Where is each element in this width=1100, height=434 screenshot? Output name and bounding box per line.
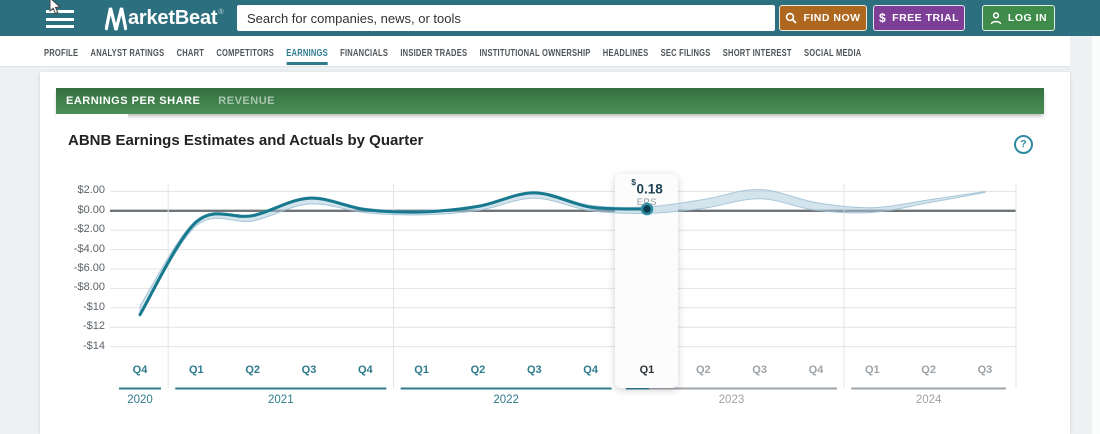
tab-revenue[interactable]: REVENUE bbox=[218, 95, 275, 107]
menu-icon[interactable] bbox=[46, 10, 74, 28]
find-now-button[interactable]: FIND NOW bbox=[779, 5, 867, 31]
search-input[interactable] bbox=[237, 5, 775, 31]
nav-item-headlines[interactable]: HEADLINES bbox=[602, 46, 649, 59]
nav-item-financials[interactable]: FINANCIALS bbox=[340, 46, 389, 59]
content-card bbox=[40, 72, 1070, 434]
earnings-tabs-bar: EARNINGS PER SHARE REVENUE bbox=[56, 88, 1044, 114]
ticker-nav-bar: PROFILE ANALYST RATINGS CHART COMPETITORS EA… bbox=[0, 36, 1070, 67]
dollar-icon: $ bbox=[878, 11, 887, 25]
registered-mark: ® bbox=[218, 8, 224, 16]
tab-earnings-per-share[interactable]: EARNINGS PER SHARE bbox=[66, 95, 201, 107]
find-now-label: FIND NOW bbox=[803, 12, 861, 24]
nav-item-institutional-ownership[interactable]: INSTITUTIONAL OWNERSHIP bbox=[479, 46, 591, 59]
top-header: arketBeat ® FIND NOW $ FREE TRIAL LOG IN bbox=[0, 0, 1100, 36]
log-in-label: LOG IN bbox=[1007, 12, 1048, 24]
mouse-cursor-icon bbox=[49, 0, 62, 15]
chart-title: ABNB Earnings Estimates and Actuals by Q… bbox=[68, 132, 424, 149]
nav-item-short-interest[interactable]: SHORT INTEREST bbox=[722, 46, 792, 59]
pulse-m-icon bbox=[105, 7, 127, 30]
help-icon[interactable]: ? bbox=[1014, 135, 1033, 154]
nav-item-insider-trades[interactable]: INSIDER TRADES bbox=[400, 46, 468, 59]
log-in-button[interactable]: LOG IN bbox=[982, 5, 1055, 31]
free-trial-label: FREE TRIAL bbox=[892, 12, 960, 24]
nav-item-social-media[interactable]: SOCIAL MEDIA bbox=[803, 46, 862, 59]
nav-item-chart[interactable]: CHART bbox=[176, 46, 205, 59]
active-tab-notch bbox=[56, 114, 128, 123]
nav-item-competitors[interactable]: COMPETITORS bbox=[216, 46, 275, 59]
scrollbar-track[interactable] bbox=[1092, 36, 1100, 434]
brand-text: arketBeat bbox=[128, 6, 218, 29]
nav-item-sec-filings[interactable]: SEC FILINGS bbox=[660, 46, 711, 59]
tooltip-series-label: EPS bbox=[636, 196, 658, 207]
chart-tooltip: $0.18 EPS bbox=[613, 177, 681, 208]
brand-logo[interactable]: arketBeat ® bbox=[105, 5, 224, 31]
nav-item-analyst-ratings[interactable]: ANALYST RATINGS bbox=[90, 46, 165, 59]
nav-item-profile[interactable]: PROFILE bbox=[44, 46, 79, 59]
user-icon bbox=[990, 11, 1002, 24]
tooltip-value: $0.18 bbox=[631, 177, 663, 197]
magnifier-icon bbox=[786, 12, 798, 24]
free-trial-button[interactable]: $ FREE TRIAL bbox=[873, 5, 965, 31]
nav-item-earnings[interactable]: EARNINGS bbox=[286, 38, 328, 65]
